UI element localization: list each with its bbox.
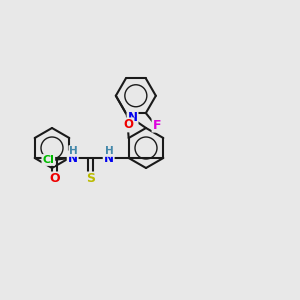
Text: N: N [104, 152, 114, 164]
Text: S: S [86, 172, 95, 185]
Text: F: F [153, 118, 161, 132]
Text: H: H [69, 146, 78, 156]
Text: N: N [68, 152, 78, 164]
Text: N: N [128, 111, 137, 124]
Text: O: O [50, 172, 60, 185]
Text: O: O [124, 118, 134, 131]
Text: Cl: Cl [42, 155, 54, 165]
Text: H: H [105, 146, 114, 156]
